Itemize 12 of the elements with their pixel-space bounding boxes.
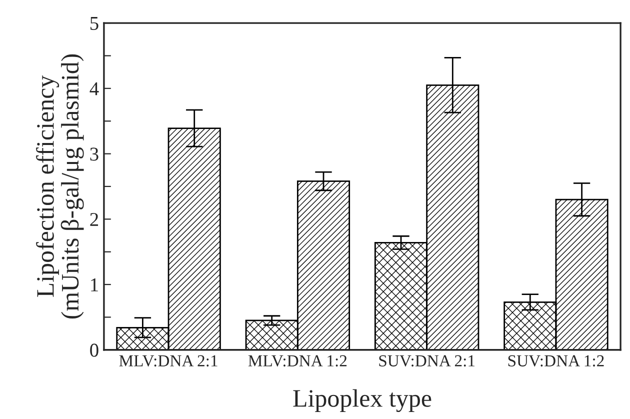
y-tick-label: 3 bbox=[90, 148, 98, 161]
y-axis-title: Lipofection efficiency (mUnits β-gal/μg plasmid) bbox=[36, 54, 84, 319]
x-tick-label: SUV:DNA 2:1 bbox=[379, 355, 475, 367]
x-tick-label: SUV:DNA 1:2 bbox=[508, 355, 604, 367]
y-tick-label: 1 bbox=[91, 278, 98, 292]
y-tick-label: 5 bbox=[90, 17, 98, 30]
x-tick-label: MLV:DNA 1:2 bbox=[248, 355, 347, 367]
x-axis-title: Lipoplex type bbox=[293, 389, 432, 412]
y-tick-label: 0 bbox=[90, 344, 98, 357]
y-tick-label: 2 bbox=[90, 213, 98, 226]
x-tick-label: MLV:DNA 2:1 bbox=[119, 355, 218, 367]
y-tick-label: 4 bbox=[90, 82, 99, 96]
